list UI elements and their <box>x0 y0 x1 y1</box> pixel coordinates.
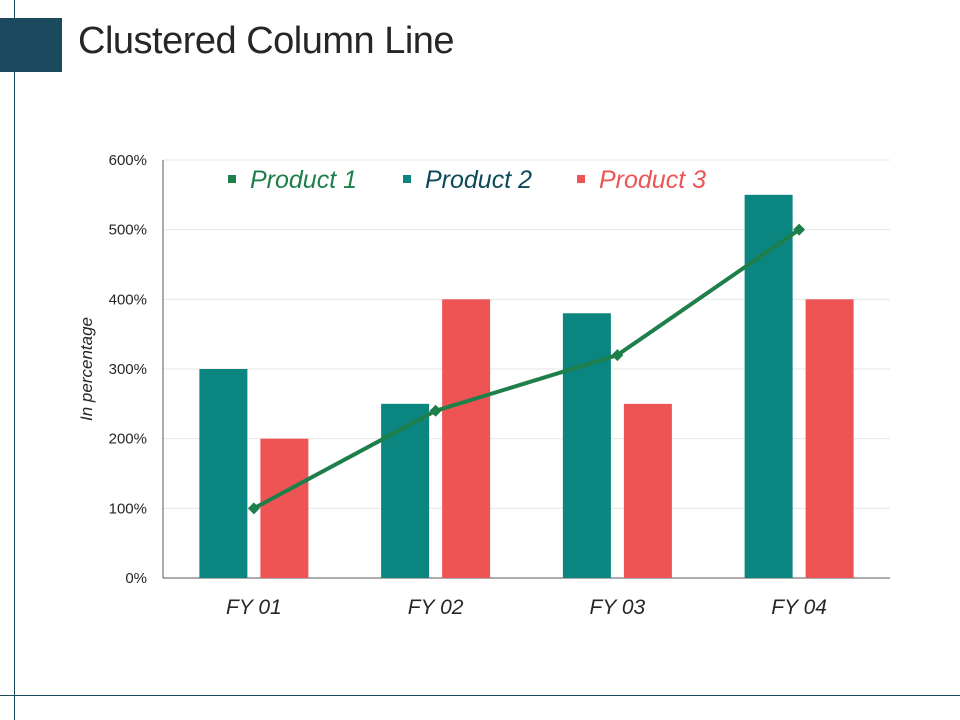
y-tick-label: 200% <box>109 431 147 448</box>
legend: Product 1 Product 2 Product 3 <box>228 166 706 194</box>
bar-product-3-3 <box>805 299 854 578</box>
line-point-1 <box>429 404 442 417</box>
bars <box>199 194 854 579</box>
legend-swatch-2 <box>403 175 411 183</box>
axis-labels: 0% 100% 200% 300% 400% 500% 600% In percentage F… <box>77 152 827 619</box>
y-tick-label: 400% <box>109 291 147 308</box>
horizontal-rule <box>0 695 960 696</box>
line-series <box>247 223 806 515</box>
bar-product-2-2 <box>562 313 611 578</box>
y-tick-label: 0% <box>125 570 147 587</box>
x-tick-label: FY 03 <box>590 596 646 619</box>
legend-label-3: Product 3 <box>599 166 706 194</box>
y-tick-label: 300% <box>109 361 147 378</box>
line-point-3 <box>793 223 806 236</box>
y-tick-label: 100% <box>109 500 147 517</box>
legend-swatch-1 <box>228 175 236 183</box>
bar-product-3-1 <box>442 299 491 578</box>
bar-product-2-3 <box>744 194 793 579</box>
line-point-0 <box>247 502 260 515</box>
bar-product-3-2 <box>623 403 672 578</box>
legend-label-1: Product 1 <box>250 166 357 194</box>
legend-swatch-3 <box>577 175 585 183</box>
bar-product-2-1 <box>381 403 430 578</box>
bar-product-3-0 <box>260 438 309 578</box>
legend-label-2: Product 2 <box>425 166 532 194</box>
y-tick-label: 500% <box>109 222 147 239</box>
title-accent-block <box>0 18 62 72</box>
vertical-rule <box>14 0 15 720</box>
bar-product-2-0 <box>199 369 248 578</box>
line-product-1 <box>252 228 801 511</box>
x-tick-label: FY 01 <box>226 596 282 619</box>
x-tick-label: FY 04 <box>771 596 827 619</box>
x-tick-label: FY 02 <box>408 596 464 619</box>
y-tick-label: 600% <box>109 152 147 169</box>
y-axis-label: In percentage <box>77 317 96 421</box>
slide-title: Clustered Column Line <box>78 20 455 62</box>
line-point-2 <box>611 349 624 362</box>
